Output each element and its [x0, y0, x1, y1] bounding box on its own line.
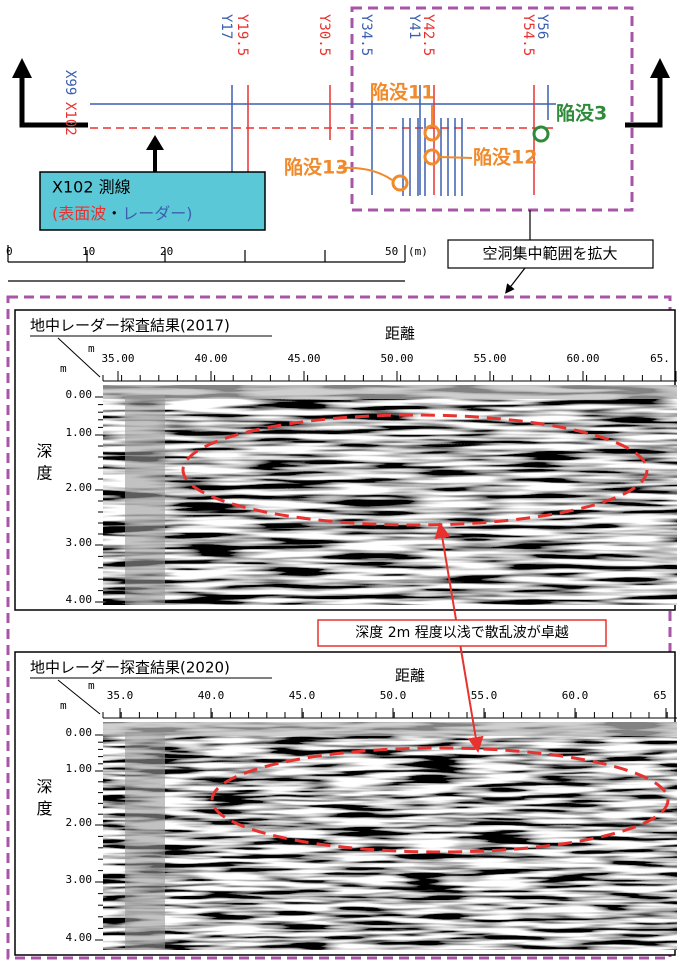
sinkhole-label: 陥没12 [473, 146, 537, 169]
x-tick-label: 40.0 [198, 689, 225, 702]
sinkhole-marker [393, 176, 407, 190]
y-tick-label: 0.00 [66, 726, 93, 739]
line-label: Y17 [218, 14, 234, 39]
left-arrowhead [12, 58, 32, 78]
line-label: X99 [62, 70, 78, 95]
survey-methods: (表面波・レーダー) [52, 204, 193, 223]
y-tick-label: 0.00 [66, 388, 93, 401]
x-unit: m [88, 679, 95, 692]
x-tick-label: 45.0 [289, 689, 316, 702]
sinkhole-marker [534, 127, 548, 141]
x-tick-label: 50.0 [380, 689, 407, 702]
surface-band [103, 385, 677, 399]
y-tick-label: 1.00 [66, 762, 93, 775]
x-tick-label: 60.0 [562, 689, 589, 702]
survey-title: X102 測線 [52, 178, 131, 197]
x-tick-label: 35.00 [101, 352, 134, 365]
x-axis-label: 距離 [385, 325, 415, 343]
line-label: Y56 [534, 14, 550, 39]
y-tick-label: 4.00 [66, 593, 93, 606]
y-tick-label: 3.00 [66, 536, 93, 549]
x-tick-label: 65. [650, 352, 670, 365]
y-tick-label: 1.00 [66, 426, 93, 439]
y-tick-label: 2.00 [66, 816, 93, 829]
line-label: Y34.5 [358, 14, 374, 56]
scale-label: 20 [160, 245, 173, 258]
bracket: ) [186, 204, 192, 223]
sinkhole-label: 陥没13 [284, 156, 348, 179]
scale-label: 10 [82, 245, 95, 258]
box-arrowhead [146, 135, 164, 150]
y-unit: m [60, 362, 67, 375]
quiet-column [125, 395, 165, 605]
x-axis-label: 距離 [395, 667, 425, 685]
radar-panel: 地中レーダー探査結果(2020) 距離 m m 35.0 40.0 45.0 50.0 55.0… [15, 652, 677, 955]
y-tick-label: 4.00 [66, 931, 93, 944]
line-label: Y19.5 [234, 14, 250, 56]
x-unit: m [88, 342, 95, 355]
y-tick-label: 3.00 [66, 873, 93, 886]
radargram [103, 385, 677, 605]
radar: レーダー [122, 204, 186, 223]
scale-bar: 0 10 20 50 (m) [6, 245, 428, 281]
x-tick-label: 65 [653, 689, 666, 702]
x-tick-label: 55.0 [471, 689, 498, 702]
note: 深度 2m 程度以浅で散乱波が卓越 [355, 625, 568, 641]
scale-unit: (m) [408, 245, 428, 258]
figure: Y17Y19.5 Y30.5 Y34.5 Y41Y42.5 Y54.5Y56 X99 X… [0, 0, 677, 965]
sinkhole-label: 陥没11 [370, 81, 434, 104]
quiet-column [125, 732, 165, 950]
line-label: X102 [62, 102, 78, 136]
line-label: Y54.5 [520, 14, 536, 56]
x-tick-label: 35.0 [107, 689, 134, 702]
x-tick-label: 45.00 [287, 352, 320, 365]
x-tick-label: 60.00 [566, 352, 599, 365]
radar-panel: 地中レーダー探査結果(2017) 距離 m m 35.00 40.00 45.00 50.00… [15, 310, 677, 610]
panel-title: 地中レーダー探査結果(2020) [30, 659, 230, 677]
surface-wave: 表面波 [58, 204, 106, 223]
surface-band [103, 722, 677, 736]
line-label: Y41 [406, 14, 422, 39]
right-arrowhead [650, 58, 670, 78]
x-tick-label: 55.00 [473, 352, 506, 365]
panel-title: 地中レーダー探査結果(2017) [30, 317, 230, 335]
y-unit: m [60, 699, 67, 712]
x-tick-label: 50.00 [380, 352, 413, 365]
line-label: Y42.5 [420, 14, 436, 56]
y-tick-label: 2.00 [66, 481, 93, 494]
radargram [103, 722, 677, 950]
zoom-label: 空洞集中範囲を拡大 [482, 245, 617, 263]
separator: ・ [106, 204, 122, 223]
scale-lines [8, 245, 405, 281]
scale-label: 50 [385, 245, 398, 258]
scale-label: 0 [6, 245, 13, 258]
right-arrow [625, 70, 660, 125]
sinkhole-label: 陥没3 [556, 102, 607, 125]
y-axis-label: 深度 [34, 443, 53, 487]
leader [440, 157, 472, 158]
x-tick-label: 40.00 [194, 352, 227, 365]
zoom-arrow [508, 268, 525, 290]
y-axis-label: 深度 [34, 778, 53, 822]
sinkhole-marker [425, 150, 439, 164]
line-label: Y30.5 [316, 14, 332, 56]
